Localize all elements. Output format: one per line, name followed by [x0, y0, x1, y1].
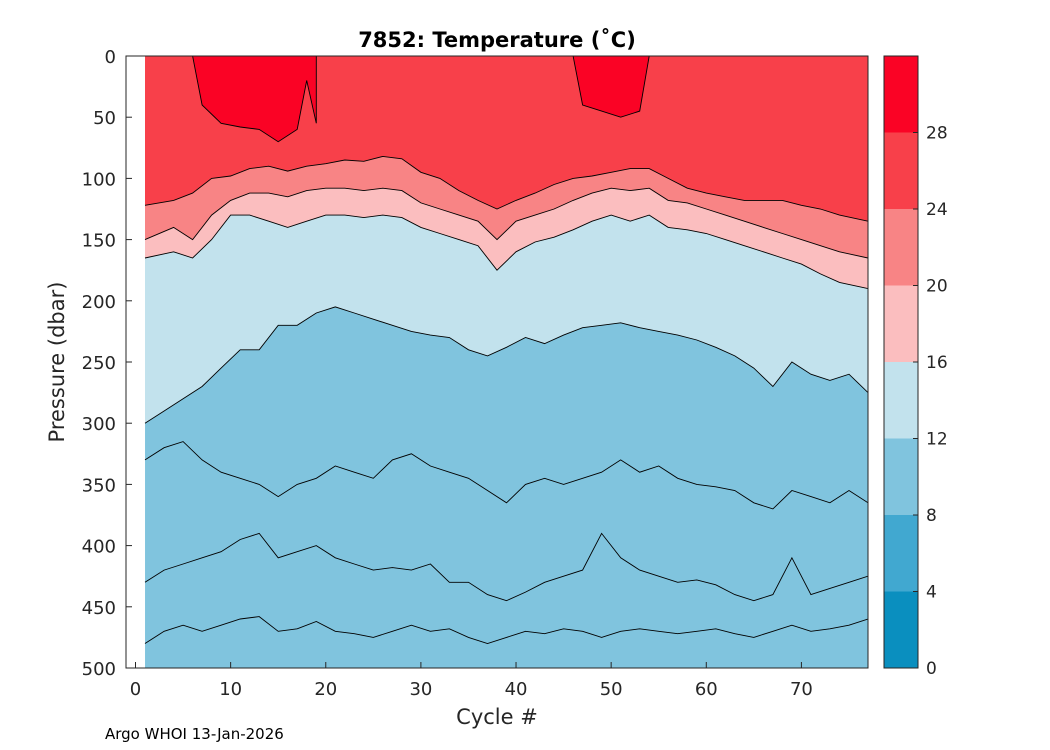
colorbar-band-4: [884, 515, 918, 592]
y-tick-label-0: 0: [105, 47, 116, 68]
colorbar-label-12: 12: [926, 430, 948, 450]
colorbar: 0 4 8 12 16 20 24 28: [883, 55, 948, 679]
x-tick-label-10: 10: [219, 679, 242, 700]
isotherm-line-28-0: [192, 56, 317, 143]
y-tick-label-500: 500: [82, 659, 116, 680]
isotherm-line-10-6: [144, 441, 868, 510]
isotherm-line-28-1: [572, 56, 650, 118]
isotherm-line-8-8: [144, 616, 868, 644]
y-tick-label-350: 350: [82, 475, 116, 496]
y-tick-label-450: 450: [82, 598, 116, 619]
y-tick-label-100: 100: [82, 169, 116, 190]
band-above-28-1: [573, 56, 650, 118]
x-tick-label-20: 20: [314, 679, 337, 700]
colorbar-label-8: 8: [926, 506, 937, 526]
colorbar-label-0: 0: [926, 659, 937, 679]
x-tick-label-30: 30: [409, 679, 432, 700]
x-axis-label: Cycle #: [456, 705, 538, 729]
isotherm-line-9-7: [144, 532, 868, 602]
y-tick-label-300: 300: [82, 414, 116, 435]
colorbar-label-24: 24: [926, 200, 948, 220]
isotherm-line-20-3: [144, 187, 868, 259]
isotherm-line-12-5: [144, 306, 868, 424]
y-tick-label-200: 200: [82, 292, 116, 313]
x-tick-label-60: 60: [695, 679, 718, 700]
y-tick-label-150: 150: [82, 231, 116, 252]
chart-title: 7852: Temperature (˚C): [358, 28, 636, 52]
colorbar-band-28: [884, 56, 918, 133]
y-tick-label-50: 50: [93, 108, 116, 129]
colorbar-band-12: [884, 362, 918, 439]
colorbar-band-16: [884, 285, 918, 362]
colorbar-band-0: [884, 591, 918, 668]
colorbar-band-20: [884, 209, 918, 286]
colorbar-label-28: 28: [926, 124, 948, 144]
isotherm-line-24-2: [144, 155, 868, 222]
x-tick-label-40: 40: [505, 679, 528, 700]
colorbar-label-16: 16: [926, 353, 948, 373]
y-tick-label-400: 400: [82, 537, 116, 558]
x-tick-label-50: 50: [600, 679, 623, 700]
isotherm-line-16-4: [144, 214, 868, 290]
footer-credit: Argo WHOI 13-Jan-2026: [105, 725, 284, 743]
colorbar-label-4: 4: [926, 583, 937, 603]
colorbar-band-8: [884, 438, 918, 515]
x-tick-label-70: 70: [790, 679, 813, 700]
y-tick-label-250: 250: [82, 353, 116, 374]
colorbar-label-20: 20: [926, 277, 948, 297]
x-tick-label-0: 0: [130, 679, 141, 700]
y-axis-label: Pressure (dbar): [45, 282, 69, 443]
colorbar-band-24: [884, 132, 918, 209]
band-above-28-0: [192, 56, 317, 142]
band-above-24: [145, 56, 868, 222]
